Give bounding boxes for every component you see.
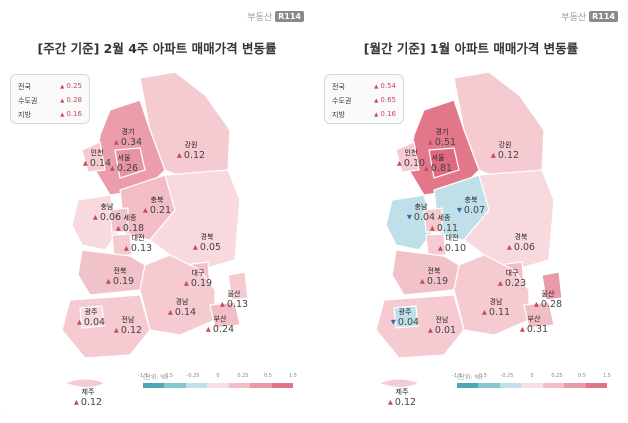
brand-badge: R114	[275, 11, 304, 22]
label-gyeongnam: 경남0.14	[168, 297, 196, 318]
label-busan: 부산0.24	[206, 314, 234, 335]
label-ulsan: 울산0.28	[534, 289, 562, 310]
region-ulsan	[227, 271, 249, 301]
label-gyeongbuk: 경북0.06	[507, 232, 535, 253]
brand-text: 부동산	[247, 13, 273, 23]
label-jeju: 제주0.12	[388, 387, 416, 408]
scale-swatch	[143, 383, 165, 388]
scale-swatch	[564, 383, 586, 388]
monthly-panel: 부동산 R114 [월간 기준] 1월 아파트 매매가격 변동률 전국 0.54…	[314, 0, 628, 423]
label-gyeonggi: 경기0.51	[428, 127, 456, 148]
scale-swatch	[185, 383, 208, 388]
label-ulsan: 울산0.13	[220, 289, 248, 310]
summary-row-national: 전국 0.25	[18, 82, 82, 92]
brand-badge: R114	[589, 11, 618, 22]
label-seoul: 서울0.81	[424, 153, 452, 174]
label-gwangju: 광주0.04	[77, 307, 105, 328]
region-gyeongnam	[453, 254, 530, 336]
label-incheon: 인천0.10	[397, 148, 425, 169]
scale-bar	[143, 383, 293, 388]
label-gyeonggi: 경기0.34	[114, 127, 142, 148]
label-incheon: 인천0.14	[83, 148, 111, 169]
brand-logo: 부동산 R114	[561, 10, 618, 23]
label-chungbuk: 충북0.21	[143, 195, 171, 216]
region-jeju	[63, 378, 107, 388]
label-daegu: 대구0.23	[498, 268, 526, 289]
summary-box: 전국 0.54 수도권 0.65 지방 0.16	[324, 74, 404, 124]
scale-swatch	[250, 383, 272, 388]
label-gangwon: 강원0.12	[177, 140, 205, 161]
summary-row-capital: 수도권 0.28	[18, 96, 82, 106]
scale-swatch	[499, 383, 522, 388]
scale-swatch	[457, 383, 479, 388]
scale-ticks: -1.5 -0.5 -0.25 0 0.25 0.5 1.5	[452, 373, 611, 379]
label-sejong: 세종0.18	[116, 213, 144, 234]
scale-swatch	[478, 383, 500, 388]
label-jeju: 제주0.12	[74, 387, 102, 408]
label-gwangju: 광주0.04	[391, 307, 419, 328]
scale-ticks: -1.5 -0.5 -0.25 0 0.25 0.5 1.5	[138, 373, 297, 379]
scale-swatch	[521, 383, 543, 388]
label-chungbuk: 충북0.07	[457, 195, 485, 216]
label-seoul: 서울0.26	[110, 153, 138, 174]
panel-title: [주간 기준] 2월 4주 아파트 매매가격 변동률	[37, 41, 277, 56]
label-jeonnam: 전남0.12	[114, 315, 142, 336]
color-scale: (단위: %) -1.5 -0.5 -0.25 0 0.25 0.5 1.5	[138, 373, 303, 388]
brand-text: 부동산	[561, 13, 587, 23]
scale-bar	[457, 383, 607, 388]
label-daegu: 대구0.19	[184, 268, 212, 289]
footnote-dot: ·	[6, 412, 8, 418]
weekly-panel: 부동산 R114 [주간 기준] 2월 4주 아파트 매매가격 변동률 전국 0…	[0, 0, 314, 423]
summary-row-national: 전국 0.54	[332, 82, 396, 92]
label-chungnam: 충남0.04	[407, 202, 435, 223]
scale-swatch	[207, 383, 229, 388]
region-gyeongnam	[139, 254, 216, 336]
label-daejeon: 대전0.10	[438, 233, 466, 254]
label-jeonbuk: 전북0.19	[420, 266, 448, 287]
panel-title: [월간 기준] 1월 아파트 매매가격 변동률	[363, 41, 579, 56]
label-daejeon: 대전0.13	[124, 233, 152, 254]
label-gangwon: 강원0.12	[491, 140, 519, 161]
region-jeju	[377, 378, 421, 388]
scale-swatch	[271, 383, 293, 388]
label-gyeongnam: 경남0.11	[482, 297, 510, 318]
scale-swatch	[542, 383, 565, 388]
scale-swatch	[164, 383, 186, 388]
label-jeonbuk: 전북0.19	[106, 266, 134, 287]
summary-row-local: 지방 0.16	[332, 110, 396, 120]
label-sejong: 세종0.11	[430, 213, 458, 234]
region-ulsan	[541, 271, 563, 301]
label-busan: 부산0.31	[520, 314, 548, 335]
label-gyeongbuk: 경북0.05	[193, 232, 221, 253]
summary-box: 전국 0.25 수도권 0.28 지방 0.16	[10, 74, 90, 124]
label-chungnam: 충남0.06	[93, 202, 121, 223]
summary-row-local: 지방 0.16	[18, 110, 82, 120]
color-scale: (단위: %) -1.5 -0.5 -0.25 0 0.25 0.5 1.5	[452, 373, 617, 388]
summary-row-capital: 수도권 0.65	[332, 96, 396, 106]
brand-logo: 부동산 R114	[247, 10, 304, 23]
scale-swatch	[228, 383, 251, 388]
scale-swatch	[585, 383, 607, 388]
label-jeonnam: 전남0.01	[428, 315, 456, 336]
